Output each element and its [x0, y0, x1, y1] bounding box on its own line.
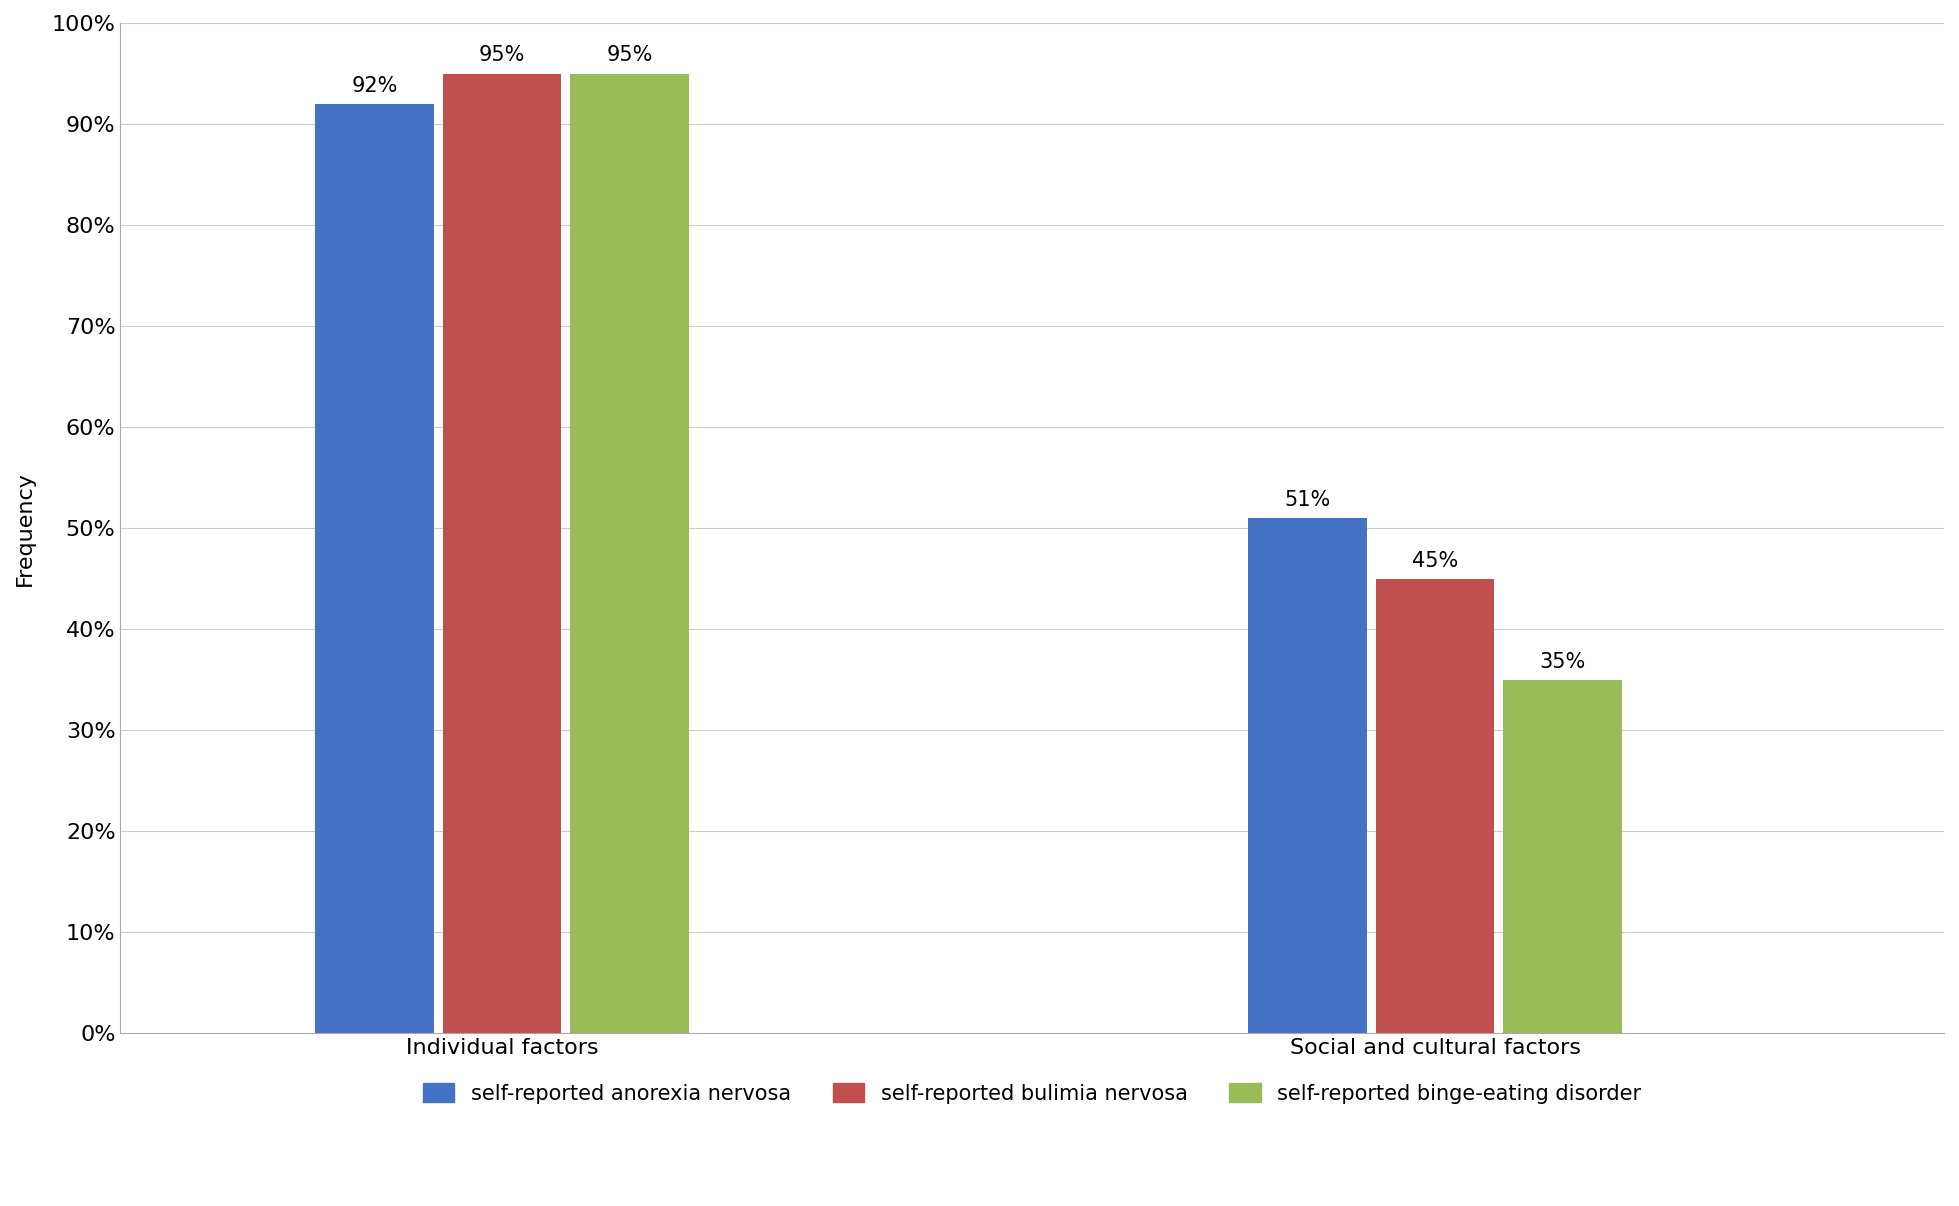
Text: 95%: 95%	[605, 46, 652, 65]
Y-axis label: Frequency: Frequency	[16, 470, 35, 586]
Bar	[315, 104, 435, 1034]
Legend: self-reported anorexia nervosa, self-reported bulimia nervosa, self-reported bin: self-reported anorexia nervosa, self-rep…	[413, 1072, 1651, 1114]
Text: 45%: 45%	[1412, 551, 1457, 570]
Bar	[1503, 680, 1622, 1034]
Bar	[570, 74, 690, 1034]
Text: 95%: 95%	[478, 46, 525, 65]
Bar	[443, 74, 562, 1034]
Text: 35%: 35%	[1540, 651, 1585, 672]
Text: 92%: 92%	[353, 76, 398, 95]
Bar	[1375, 579, 1495, 1034]
Text: 51%: 51%	[1285, 490, 1330, 510]
Bar	[1248, 519, 1367, 1034]
